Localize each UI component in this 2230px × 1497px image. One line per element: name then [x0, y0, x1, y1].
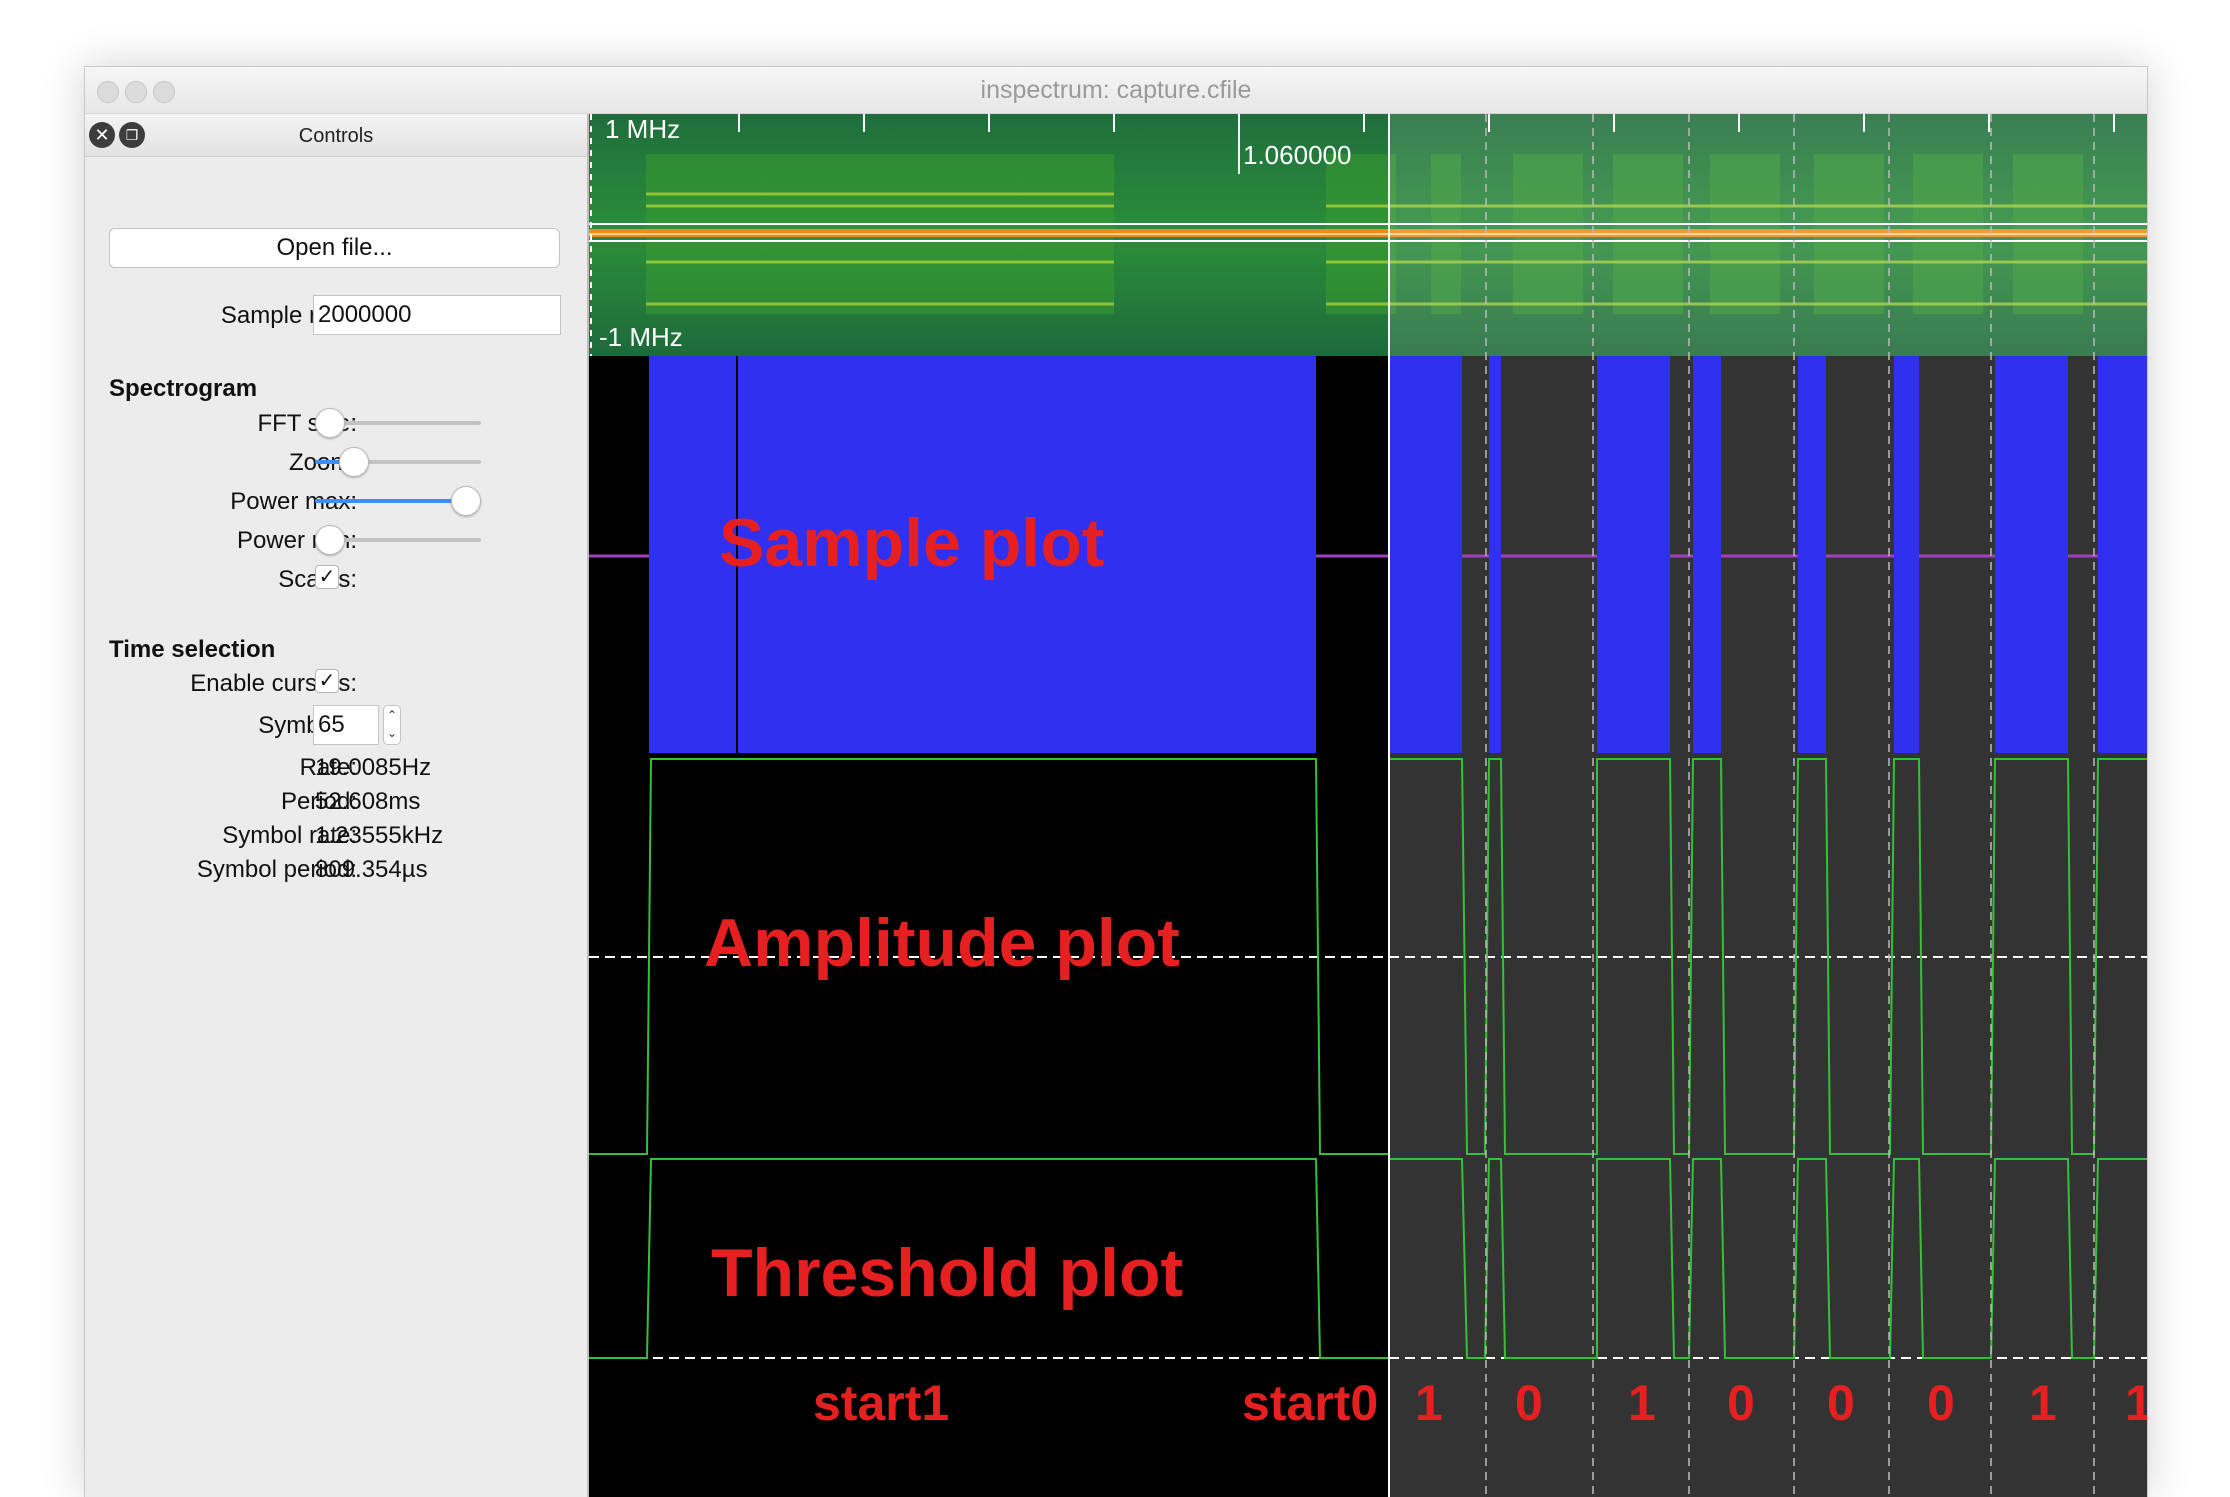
sample-burst — [1995, 356, 2068, 753]
time-selection-spectrogram-overlay — [1389, 114, 2147, 356]
power-min-slider[interactable] — [315, 525, 481, 555]
symbols-spinner[interactable]: ⌃ ⌄ — [383, 705, 401, 745]
sample-burst — [649, 356, 1316, 753]
carrier-highlight — [589, 233, 2147, 235]
bit-label: 1 — [1628, 1375, 1656, 1431]
dock-title: Controls — [298, 125, 374, 147]
app-window: inspectrum: capture.cfile ✕ ❐ Controls O… — [84, 66, 2148, 1497]
open-file-button[interactable]: Open file... — [109, 228, 560, 268]
sample-burst — [2098, 356, 2147, 753]
slider-fill — [315, 499, 466, 503]
bit-label: 1 — [2029, 1375, 2057, 1431]
bit-label: 0 — [1515, 1375, 1543, 1431]
time-scale-label: 1.060000 — [1243, 140, 1352, 170]
threshold-plot-annotation: Threshold plot — [711, 1235, 1184, 1311]
sample-plot-annotation: Sample plot — [719, 505, 1105, 581]
zoom-window-button[interactable] — [153, 81, 175, 103]
window-title: inspectrum: capture.cfile — [980, 76, 1252, 104]
symbol-period-value: 809.354µs — [315, 856, 428, 883]
start0-marker: start0 — [1242, 1375, 1379, 1431]
sample-burst — [1894, 356, 1919, 753]
title-bar: inspectrum: capture.cfile — [85, 67, 2147, 114]
symbol-period-label: Symbol period: — [196, 856, 357, 883]
plot-view[interactable]: 1 MHz -1 MHz 1.060000 Sample plot Amplit… — [589, 114, 2147, 1497]
close-window-button[interactable] — [97, 81, 119, 103]
slider-knob[interactable] — [339, 447, 369, 477]
enable-cursors-checkbox[interactable]: ✓ — [315, 669, 339, 693]
slider-track — [315, 421, 481, 425]
time-scale-ticks — [738, 114, 2115, 174]
symbols-input[interactable]: 65 — [313, 705, 379, 745]
bit-label: 0 — [1827, 1375, 1855, 1431]
time-selection-heading: Time selection — [109, 636, 276, 663]
zoom-slider[interactable] — [315, 447, 481, 477]
bit-label: 0 — [1727, 1375, 1755, 1431]
bit-label: 0 — [1927, 1375, 1955, 1431]
symbol-rate-label: Symbol rate: — [222, 822, 357, 849]
slider-fill — [315, 460, 351, 464]
symbol-rate-value: 1.23555kHz — [315, 822, 444, 849]
spectrogram-heading: Spectrogram — [109, 375, 258, 402]
minimize-window-button[interactable] — [125, 81, 147, 103]
sample-burst — [1389, 356, 1462, 753]
rate-value: 19.0085Hz — [315, 754, 432, 781]
slider-knob[interactable] — [315, 525, 345, 555]
symbol-cursors — [1485, 114, 2095, 1497]
controls-dock: ✕ ❐ Controls Open file... Sample rate: 2… — [85, 114, 589, 1497]
sample-burst — [1693, 356, 1721, 753]
slider-knob[interactable] — [315, 408, 345, 438]
period-value: 52.608ms — [315, 788, 421, 815]
frequency-bottom-label: -1 MHz — [599, 322, 683, 352]
sample-burst — [1489, 356, 1501, 753]
slider-knob[interactable] — [451, 486, 481, 516]
rate-label: Rate: — [299, 754, 357, 781]
sample-plot[interactable] — [589, 356, 2147, 754]
plot-canvas[interactable] — [589, 114, 2147, 1497]
fft-size-slider[interactable] — [315, 408, 481, 438]
amplitude-plot-annotation: Amplitude plot — [704, 905, 1180, 981]
power-max-slider[interactable] — [315, 486, 481, 516]
scales-checkbox[interactable]: ✓ — [315, 565, 339, 589]
dock-header: ✕ ❐ Controls — [85, 114, 587, 157]
close-icon[interactable]: ✕ — [89, 122, 115, 148]
bit-label: 1 — [2125, 1374, 2147, 1432]
period-label: Period: — [280, 788, 357, 815]
sample-rate-input[interactable]: 2000000 — [313, 295, 561, 335]
frequency-top-label: 1 MHz — [605, 114, 681, 144]
sample-burst — [1798, 356, 1826, 753]
slider-track — [315, 460, 481, 464]
start1-marker: start1 — [813, 1375, 950, 1431]
float-icon[interactable]: ❐ — [119, 122, 145, 148]
sample-burst — [1597, 356, 1670, 753]
slider-track — [315, 538, 481, 542]
bit-label: 1 — [1415, 1375, 1443, 1431]
